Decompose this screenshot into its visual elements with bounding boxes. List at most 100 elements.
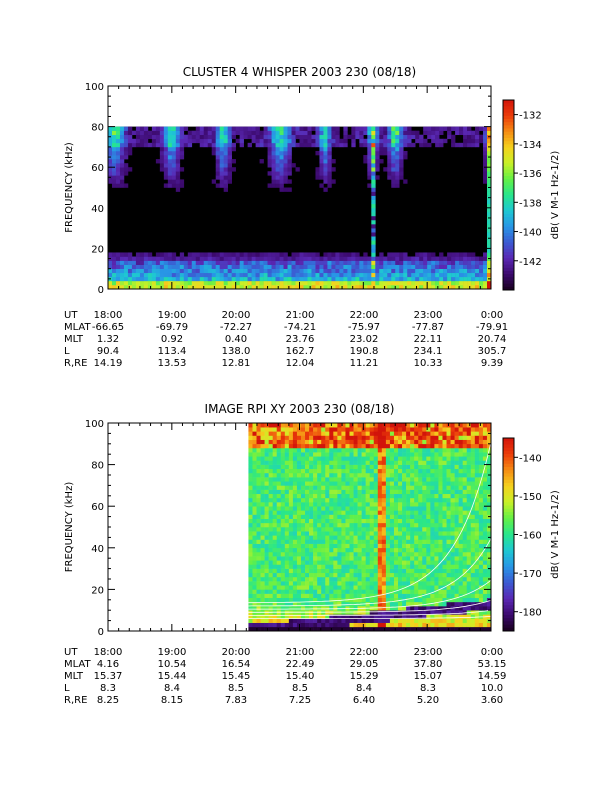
spectrogram-cell — [325, 531, 330, 536]
spectrogram-cell — [333, 489, 338, 495]
spectrogram-cell — [361, 556, 366, 561]
spectrogram-cell — [292, 477, 298, 482]
spectrogram-cell — [303, 268, 308, 274]
spectrogram-cell — [288, 568, 294, 574]
spectrogram-cell — [387, 276, 392, 282]
spectrogram-cell — [426, 535, 431, 540]
spectrogram-cell — [219, 175, 224, 180]
spectrogram-cell — [406, 439, 411, 445]
spectrogram-cell — [446, 460, 451, 465]
spectrogram-cell — [247, 260, 252, 265]
spectrogram-cell — [123, 171, 129, 176]
spectrogram-cell — [458, 589, 463, 594]
spectrogram-cell — [256, 489, 261, 495]
spectrogram-cell — [478, 522, 484, 528]
spectrogram-cell — [207, 276, 213, 282]
spectrogram-cell — [466, 431, 472, 436]
spectrogram-cell — [487, 146, 492, 152]
spectrogram-cell — [458, 464, 463, 470]
spectrogram-cell — [375, 134, 380, 140]
spectrogram-cell — [389, 527, 395, 532]
spectrogram-cell — [483, 146, 488, 152]
spectrogram-cell — [410, 443, 415, 449]
spectrogram-cell — [283, 167, 288, 172]
spectrogram-cell — [442, 460, 447, 465]
spectrogram-cell — [487, 248, 492, 253]
spectrogram-cell — [411, 272, 416, 278]
spectrogram-cell — [418, 547, 423, 553]
spectrogram-cell — [151, 264, 157, 269]
spectrogram-cell — [247, 276, 252, 282]
spectrogram-cell — [313, 435, 318, 440]
spectrogram-cell — [478, 618, 484, 623]
spectrogram-cell — [345, 443, 350, 449]
spectrogram-cell — [175, 163, 181, 168]
spectrogram-cell — [471, 284, 476, 290]
spectrogram-cell — [450, 510, 455, 515]
spectrogram-cell — [470, 556, 476, 561]
spectrogram-cell — [280, 472, 286, 478]
spectrogram-cell — [345, 477, 350, 482]
spectrogram-cell — [343, 268, 348, 274]
spectrogram-cell — [389, 618, 395, 623]
spectrogram-cell — [446, 452, 451, 457]
spectrogram-cell — [398, 464, 403, 470]
spectrogram-cell — [373, 626, 379, 632]
spectrogram-cell — [447, 284, 452, 290]
spectrogram-cell — [337, 493, 342, 499]
spectrogram-cell — [381, 585, 387, 590]
spectrogram-cell — [482, 589, 488, 594]
spectrogram-cell — [321, 502, 326, 507]
spectrogram-cell — [272, 576, 278, 582]
spectrogram-cell — [260, 614, 265, 619]
spectrogram-cell — [135, 264, 141, 269]
spectrogram-cell — [284, 564, 290, 569]
spectrogram-cell — [260, 435, 265, 440]
spectrogram-cell — [393, 489, 399, 495]
spectrogram-cell — [371, 146, 376, 152]
spectrogram-cell — [478, 423, 484, 428]
spectrogram-cell — [283, 130, 288, 136]
spectrogram-cell — [299, 130, 304, 136]
spectrogram-cell — [438, 585, 443, 590]
spectrogram-cell — [423, 252, 428, 257]
spectrogram-cell — [446, 560, 451, 565]
spectrogram-cell — [239, 130, 244, 136]
spectrogram-cell — [255, 130, 260, 136]
spectrogram-cell — [482, 543, 488, 549]
spectrogram-cell — [402, 576, 407, 582]
spectrogram-cell — [399, 252, 404, 257]
spectrogram-cell — [423, 256, 428, 261]
spectrogram-cell — [446, 431, 451, 436]
spectrogram-cell — [280, 614, 286, 619]
spectrogram-cell — [111, 142, 117, 148]
spectrogram-cell — [454, 547, 459, 553]
spectrogram-cell — [292, 564, 298, 569]
spectrogram-cell — [442, 481, 447, 486]
spectrogram-cell — [264, 477, 269, 482]
spectrogram-cell — [359, 126, 364, 131]
spectrogram-cell — [357, 460, 362, 465]
spectrogram-cell — [395, 150, 400, 156]
spectrogram-cell — [272, 468, 278, 474]
spectrogram-cell — [255, 280, 260, 286]
spectrogram-cell — [381, 601, 387, 607]
spectrogram-cell — [211, 280, 217, 286]
spectrogram-cell — [458, 506, 463, 511]
spectrogram-cell — [422, 493, 427, 499]
spectrogram-cell — [248, 477, 253, 482]
spectrogram-cell — [422, 460, 427, 465]
spectrogram-cell — [167, 159, 173, 164]
spectrogram-cell — [418, 472, 423, 478]
spectrogram-cell — [323, 179, 328, 184]
spectrogram-cell — [381, 589, 387, 594]
spectrogram-cell — [300, 576, 306, 582]
spectrogram-cell — [369, 431, 375, 436]
spectrogram-cell — [363, 280, 368, 286]
spectrogram-cell — [127, 268, 133, 274]
spectrogram-cell — [355, 256, 360, 261]
spectrogram-cell — [474, 614, 480, 619]
spectrogram-cell — [379, 256, 384, 261]
spectrogram-cell — [321, 618, 326, 623]
spectrogram-cell — [438, 423, 443, 428]
